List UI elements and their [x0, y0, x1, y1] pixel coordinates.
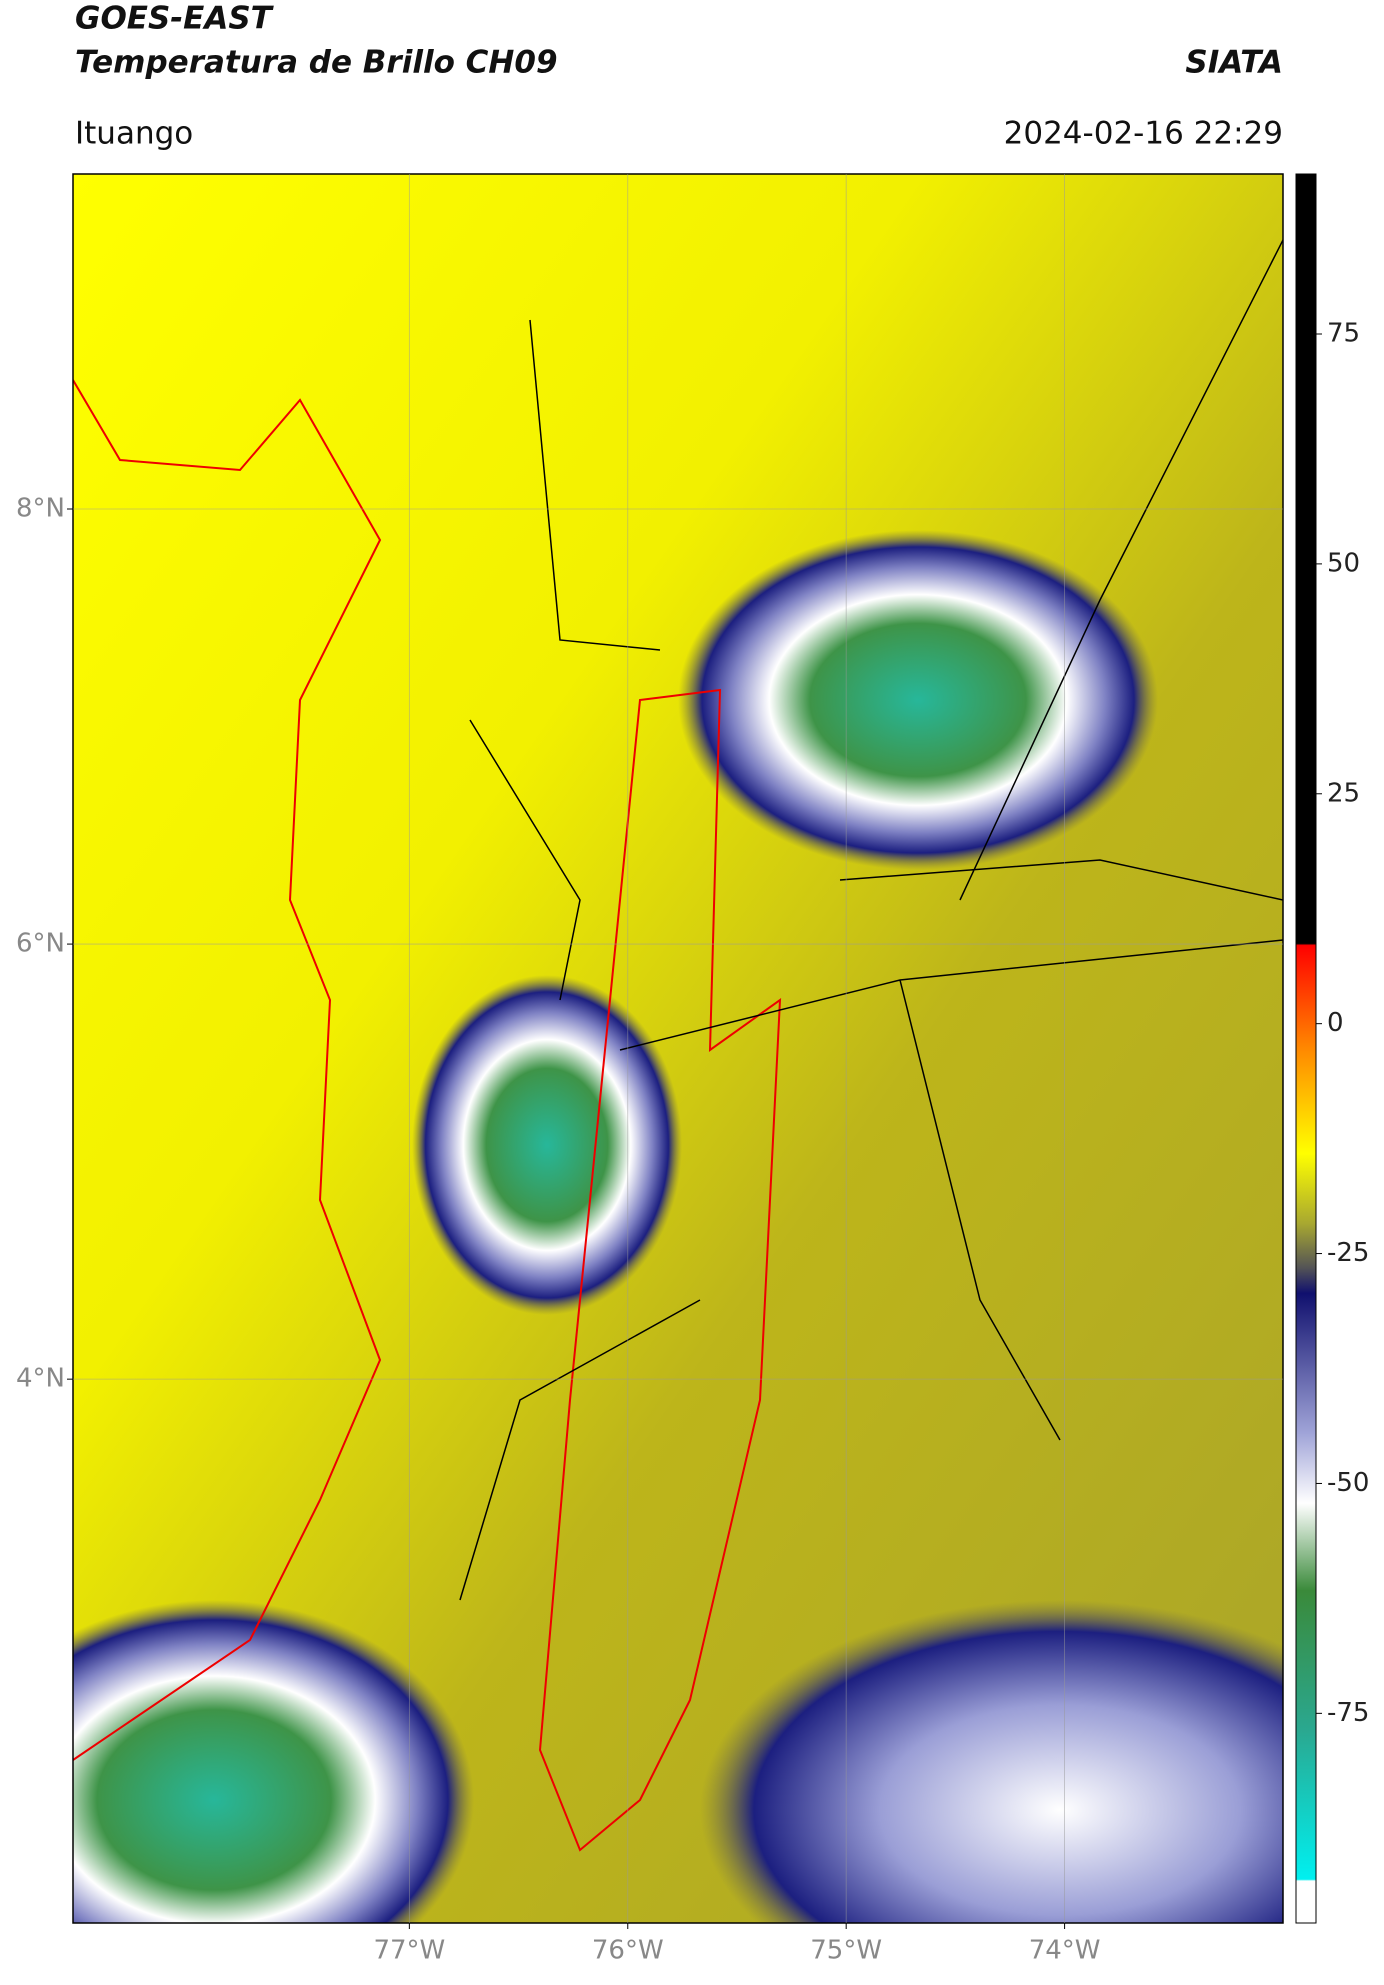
title: GOES-EAST	[75, 1, 275, 37]
lon-tick-label: 75°W	[810, 1936, 882, 1966]
cloud	[73, 1600, 474, 1923]
colorbar-tick-label: -25	[1327, 1238, 1369, 1268]
lon-tick-label: 77°W	[373, 1936, 445, 1966]
colorbar	[1295, 173, 1317, 1924]
lat-tick-label: 4°N	[16, 1364, 65, 1394]
colorbar-tick-label: 75	[1327, 319, 1360, 349]
lat-tick-label: 6°N	[16, 929, 65, 959]
colorbar-tick-label: -50	[1327, 1468, 1369, 1498]
lon-tick-label: 76°W	[592, 1936, 664, 1966]
map-area	[73, 174, 1283, 1923]
colorbar-tick-label: 25	[1327, 778, 1360, 808]
source: SIATA	[1185, 45, 1283, 81]
admin-border	[459, 239, 1283, 1601]
colorbar-tick-label: 50	[1327, 548, 1360, 578]
colorbar-tick-label: 0	[1327, 1008, 1344, 1038]
location: Ituango	[75, 116, 193, 152]
cloud	[678, 530, 1158, 870]
frame	[72, 173, 1284, 1924]
datetime: 2024-02-16 22:29	[1004, 116, 1283, 152]
lat-tick-label: 8°N	[16, 494, 65, 524]
lon-tick-label: 74°W	[1029, 1936, 1101, 1966]
region-border	[538, 688, 782, 1852]
coastline	[73, 379, 382, 1761]
subtitle: Temperatura de Brillo CH09	[75, 45, 558, 81]
colorbar-tick-label: -75	[1327, 1698, 1369, 1728]
cloud	[412, 975, 682, 1315]
